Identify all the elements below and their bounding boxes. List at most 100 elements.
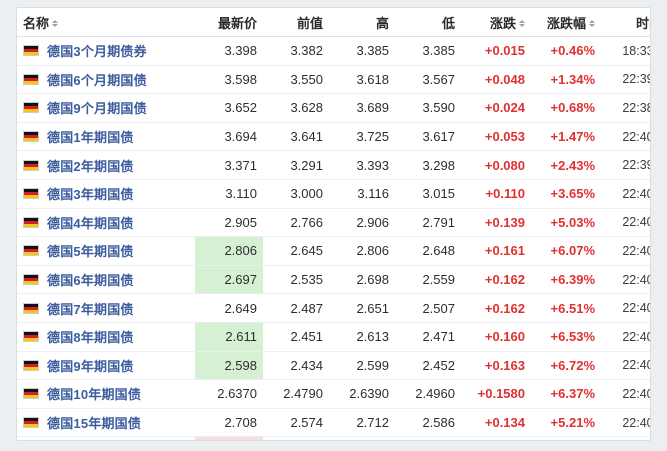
cell-time: 22:40:09: [601, 351, 650, 381]
cell-high: 2.599: [329, 351, 395, 381]
column-header-time[interactable]: 时间: [601, 8, 650, 37]
table-row[interactable]: 德国4年期国债 2.905 2.766 2.906 2.791 +0.139 +5.03% 2…: [17, 208, 650, 238]
cell-name: 德国7年期国债: [17, 293, 195, 323]
cell-time: 22:40:09: [601, 379, 650, 409]
column-header-change[interactable]: 涨跌: [461, 8, 531, 37]
cell-low: 2.507: [395, 293, 461, 323]
table-row[interactable]: 德国15年期国债 2.708 2.574 2.712 2.586 +0.134 +5.21%…: [17, 408, 650, 438]
bond-name-link[interactable]: 德国3年期国债: [47, 187, 134, 203]
cell-change: +0.110: [461, 179, 531, 209]
cell-high: 3.385: [329, 36, 395, 66]
cell-time: 22:40:08: [601, 265, 650, 295]
cell-name: 德国10年期国债: [17, 379, 195, 409]
cell-low: 2.559: [395, 265, 461, 295]
column-header-last-price[interactable]: 最新价: [195, 8, 263, 37]
cell-time: 22:40:05: [601, 408, 650, 438]
cell-time: 22:40:07: [601, 122, 650, 152]
flag-de-icon: [23, 188, 39, 200]
cell-time: 18:33:35: [601, 36, 650, 66]
cell-high: 2.613: [329, 322, 395, 352]
cell-high: 2.712: [329, 408, 395, 438]
table-row[interactable]: 德国9个月期国债 3.652 3.628 3.689 3.590 +0.024 +0.68%…: [17, 93, 650, 123]
column-header-prev-close[interactable]: 前值: [263, 8, 329, 37]
header-row: 名称 最新价 前值 高 低: [17, 8, 650, 37]
bond-name-link[interactable]: 德国4年期国债: [47, 215, 134, 231]
cell-change-pct: +6.51%: [531, 293, 601, 323]
cell-change: +0.015: [461, 36, 531, 66]
table-row[interactable]: 德国3个月期债券 3.398 3.382 3.385 3.385 +0.015 +0.46%…: [17, 36, 650, 66]
cell-low: 2.791: [395, 208, 461, 238]
flag-de-icon: [23, 331, 39, 343]
column-header-change-pct[interactable]: 涨跌幅: [531, 8, 601, 37]
column-header-low[interactable]: 低: [395, 8, 461, 37]
column-header-name[interactable]: 名称: [17, 8, 195, 37]
table-row[interactable]: 德国20年期国债2.7022.5842.7092.592+0.118+4.55%…: [17, 436, 650, 440]
column-header-high[interactable]: 高: [329, 8, 395, 37]
table-row[interactable]: 德国8年期国债 2.611 2.451 2.613 2.471 +0.160 +6.53% 2…: [17, 322, 650, 352]
cell-high: 2.906: [329, 208, 395, 238]
sort-arrows-icon[interactable]: [519, 19, 525, 27]
cell-change-pct: +6.37%: [531, 379, 601, 409]
sort-arrows-icon[interactable]: [52, 19, 59, 27]
table-row[interactable]: 德国6年期国债 2.697 2.535 2.698 2.559 +0.162 +6.39% 2…: [17, 265, 650, 295]
cell-last-price: 2.697: [195, 265, 263, 295]
table-row[interactable]: 德国5年期国债 2.806 2.645 2.806 2.648 +0.161 +6.07% 2…: [17, 236, 650, 266]
cell-prev-close: 2.574: [263, 408, 329, 438]
cell-name: 德国6年期国债: [17, 265, 195, 295]
cell-low: 2.452: [395, 351, 461, 381]
cell-last-price: 2.905: [195, 208, 263, 238]
cell-low: 3.015: [395, 179, 461, 209]
cell-time: 22:40:08: [601, 236, 650, 266]
cell-change-pct: +2.43%: [531, 150, 601, 180]
bond-name-link[interactable]: 德国7年期国债: [47, 301, 134, 317]
cell-name: 德国6个月期国债: [17, 65, 195, 95]
bond-name-link[interactable]: 德国15年期国债: [47, 416, 142, 432]
table-row[interactable]: 德国10年期国债 2.6370 2.4790 2.6390 2.4960 +0.1580 +…: [17, 379, 650, 409]
cell-high: 2.651: [329, 293, 395, 323]
flag-de-icon: [23, 388, 39, 400]
column-label-prev-close: 前值: [296, 15, 323, 31]
table-row[interactable]: 德国1年期国债 3.694 3.641 3.725 3.617 +0.053 +1.47% 2…: [17, 122, 650, 152]
bond-name-link[interactable]: 德国5年期国债: [47, 244, 134, 260]
cell-change-pct: +5.03%: [531, 208, 601, 238]
flag-de-icon: [23, 159, 39, 171]
cell-change-pct: +1.34%: [531, 65, 601, 95]
table-row[interactable]: 德国6个月期国债 3.598 3.550 3.618 3.567 +0.048 +1.34%…: [17, 65, 650, 95]
bond-name-link[interactable]: 德国2年期国债: [47, 158, 134, 174]
cell-change: +0.048: [461, 65, 531, 95]
sort-arrows-icon[interactable]: [589, 19, 595, 27]
bond-name-link[interactable]: 德国8年期国债: [47, 330, 134, 346]
bond-name-link[interactable]: 德国1年期国债: [47, 130, 134, 146]
cell-last-price: 2.611: [195, 322, 263, 352]
cell-prev-close: 2.766: [263, 208, 329, 238]
column-label-name: 名称: [23, 15, 50, 31]
cell-time: 22:40:02: [601, 179, 650, 209]
bond-name-link[interactable]: 德国9个月期国债: [47, 101, 147, 117]
quotes-table-frame: 名称 最新价 前值 高 低: [16, 7, 651, 441]
cell-last-price: 2.649: [195, 293, 263, 323]
table-row[interactable]: 德国3年期国债 3.110 3.000 3.116 3.015 +0.110 +3.65% 2…: [17, 179, 650, 209]
flag-de-icon: [23, 45, 39, 57]
table-row[interactable]: 德国9年期国债 2.598 2.434 2.599 2.452 +0.163 +6.72% 2…: [17, 351, 650, 381]
cell-change: +0.139: [461, 208, 531, 238]
bond-quotes-table: 名称 最新价 前值 高 低: [17, 8, 650, 440]
flag-de-icon: [23, 245, 39, 257]
cell-low: 3.590: [395, 93, 461, 123]
bond-name-link[interactable]: 德国6年期国债: [47, 273, 134, 289]
table-row[interactable]: 德国2年期国债 3.371 3.291 3.393 3.298 +0.080 +2.43% 2…: [17, 150, 650, 180]
bond-name-link[interactable]: 德国10年期国债: [47, 387, 142, 403]
cell-low: 3.385: [395, 36, 461, 66]
bond-name-link[interactable]: 德国6个月期国债: [47, 72, 147, 88]
cell-name: 德国9年期国债: [17, 351, 195, 381]
cell-last-price: 3.694: [195, 122, 263, 152]
cell-prev-close: 2.645: [263, 236, 329, 266]
cell-time: 22:38:27: [601, 93, 650, 123]
bond-name-link[interactable]: 德国9年期国债: [47, 358, 134, 374]
table-row[interactable]: 德国7年期国债 2.649 2.487 2.651 2.507 +0.162 +6.51% 2…: [17, 293, 650, 323]
cell-high: 3.393: [329, 150, 395, 180]
cell-high: 3.725: [329, 122, 395, 152]
bond-name-link[interactable]: 德国3个月期债券: [47, 44, 147, 60]
cell-change: +0.161: [461, 236, 531, 266]
flag-de-icon: [23, 131, 39, 143]
cell-last-price: 2.6370: [195, 379, 263, 409]
